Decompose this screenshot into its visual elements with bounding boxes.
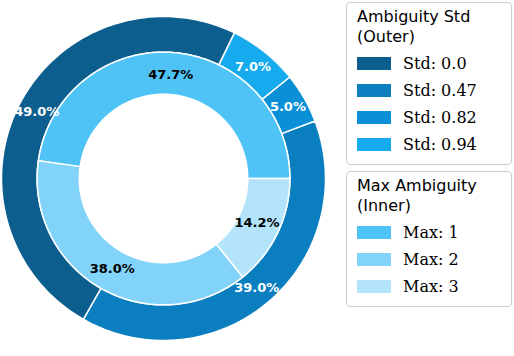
svg-text:39.0%: 39.0% bbox=[234, 280, 279, 295]
html-text:Std: 0.82: Std: 0.82 bbox=[403, 108, 477, 127]
svg-text:47.7%: 47.7% bbox=[148, 67, 193, 82]
html-text:Max: 1: Max: 1 bbox=[403, 223, 459, 242]
html-text:Std: 0.94: Std: 0.94 bbox=[403, 135, 477, 154]
svg-text:14.2%: 14.2% bbox=[234, 215, 279, 230]
html-text:Std: 0.0: Std: 0.0 bbox=[403, 54, 467, 73]
svg-text:5.0%: 5.0% bbox=[270, 99, 306, 114]
svg-text:49.0%: 49.0% bbox=[14, 104, 59, 119]
svg-text:38.0%: 38.0% bbox=[90, 261, 135, 276]
html-text:Ambiguity Std (Outer): Ambiguity Std (Outer) bbox=[357, 7, 471, 46]
svg-text:7.0%: 7.0% bbox=[235, 59, 271, 74]
html-text:Max: 2: Max: 2 bbox=[403, 250, 459, 269]
html-text:Std: 0.47: Std: 0.47 bbox=[403, 81, 477, 100]
html-text:Max Ambiguity (Inner): Max Ambiguity (Inner) bbox=[357, 176, 477, 215]
html-text:Max: 3: Max: 3 bbox=[403, 277, 459, 296]
